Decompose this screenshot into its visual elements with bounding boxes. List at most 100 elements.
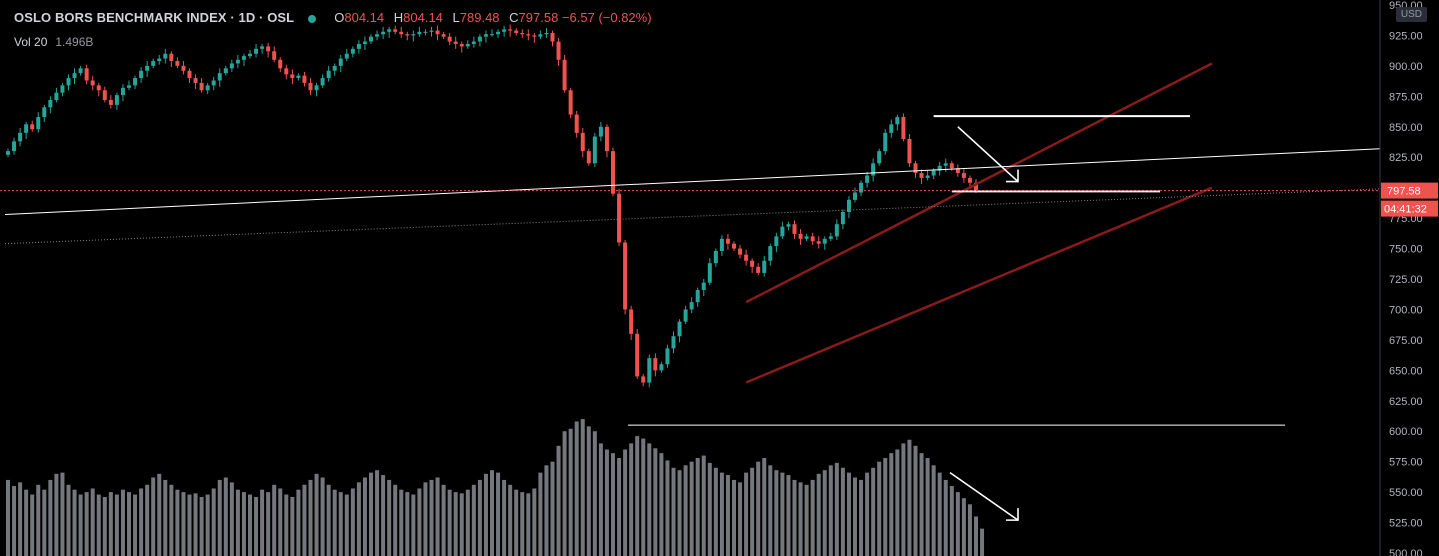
volume-bar (151, 477, 156, 556)
candle (520, 29, 525, 38)
candle-body (102, 90, 107, 100)
volume-bar (60, 472, 65, 556)
candle-body (871, 163, 876, 176)
candle-body (895, 117, 900, 125)
volume-bar (550, 461, 555, 556)
volume-bar (254, 496, 259, 556)
volume-bar (701, 455, 706, 556)
volume-bar (278, 488, 283, 556)
candle (907, 134, 912, 167)
candle (786, 221, 791, 231)
candle (774, 232, 779, 253)
candle (387, 26, 392, 38)
candle (544, 28, 549, 38)
candle (562, 54, 567, 93)
volume-bar (889, 453, 894, 556)
candle-body (780, 226, 785, 237)
volume-bar (163, 479, 168, 556)
candle-body (490, 34, 494, 36)
candle (617, 188, 622, 247)
volume-bar (834, 462, 839, 556)
candle-body (30, 124, 35, 130)
candle-body (429, 30, 434, 32)
close-label: C (509, 10, 519, 25)
volume-bar (417, 488, 422, 556)
candle (157, 54, 162, 65)
volume-bar (907, 439, 912, 556)
volume-bar (768, 465, 773, 556)
candle-body (592, 136, 597, 164)
countdown-label: 04:41:32 (1384, 204, 1427, 216)
candle-body (641, 376, 646, 383)
candle (205, 82, 210, 94)
candle-body (604, 126, 609, 152)
candle-body (266, 46, 271, 52)
volume-bar (326, 484, 331, 556)
candle-body (326, 70, 331, 79)
low-value: 789.48 (459, 10, 500, 25)
volume-bar (187, 494, 192, 556)
y-tick-label: 725.00 (1389, 274, 1423, 286)
candle (356, 40, 361, 54)
candle-body (768, 246, 773, 261)
candle-body (181, 65, 186, 71)
volume-bar (562, 431, 567, 556)
volume-bar (314, 473, 319, 556)
candle-body (417, 31, 422, 35)
candle (344, 48, 349, 62)
candle-body (459, 43, 464, 47)
y-tick-label: 875.00 (1389, 91, 1423, 103)
candle-body (611, 151, 615, 194)
volume-bar (671, 467, 676, 556)
candle (90, 75, 95, 91)
volume-bar (181, 492, 186, 556)
volume-bar (798, 482, 803, 556)
volume-bar (865, 472, 870, 556)
candle (701, 279, 706, 297)
volume-bar (72, 489, 77, 556)
candle (937, 162, 942, 176)
candle (695, 287, 700, 308)
candle-body (90, 80, 95, 86)
volume-bar (974, 516, 978, 556)
symbol-title[interactable]: OSLO BORS BENCHMARK INDEX · 1D · OSL (14, 10, 295, 25)
volume-bar (199, 496, 204, 556)
volume-bar (859, 479, 864, 556)
candle-body (659, 364, 664, 371)
candle-body (713, 250, 718, 264)
candle-body (48, 99, 53, 108)
candle (108, 95, 113, 109)
candle-body (738, 248, 743, 255)
candle (229, 59, 234, 72)
candle-body (931, 170, 936, 176)
candle-body (756, 266, 761, 273)
high-value: 804.14 (403, 10, 443, 25)
candle (532, 33, 537, 43)
candle (859, 180, 864, 197)
volume-bar (453, 492, 458, 556)
volume-bar (96, 494, 101, 556)
volume-bar (925, 458, 930, 556)
candle-body (96, 85, 101, 91)
candle (659, 361, 664, 373)
candle (689, 297, 694, 314)
candle-body (750, 260, 755, 267)
volume-bar (193, 493, 198, 556)
volume-bar (381, 475, 386, 556)
candle-body (744, 254, 749, 261)
candle-body (816, 241, 821, 244)
candle (362, 36, 367, 51)
volume-bar (411, 494, 416, 556)
candle-body (260, 46, 265, 49)
candle-body (913, 163, 918, 174)
volume-bar (296, 489, 301, 556)
volume-legend[interactable]: Vol 20 1.496B (14, 35, 93, 49)
candle-body (84, 68, 89, 81)
candle-body (151, 61, 156, 66)
volume-bar (568, 428, 573, 556)
candle (254, 43, 259, 58)
volume-bar (157, 473, 162, 556)
candle (411, 30, 416, 42)
currency-badge[interactable]: USD (1395, 7, 1427, 22)
